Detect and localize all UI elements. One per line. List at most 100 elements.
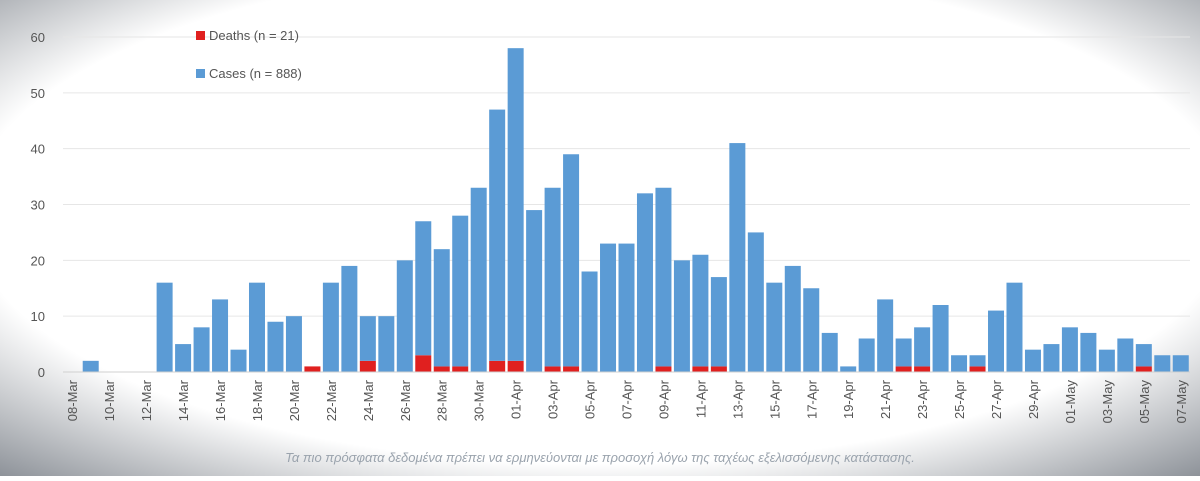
- bar-segment: [840, 366, 857, 372]
- bar-segment: [692, 254, 709, 367]
- bar-segment: [341, 265, 358, 372]
- y-tick-label: 30: [31, 198, 45, 213]
- x-tick-label: 03-Apr: [546, 379, 561, 419]
- bar-segment: [655, 366, 672, 372]
- bar-segment: [821, 332, 838, 372]
- bar-segment: [415, 355, 432, 372]
- x-tick-label: 01-Apr: [509, 379, 524, 419]
- bar-segment: [193, 327, 210, 372]
- bar-segment: [322, 282, 339, 372]
- x-tick-label: 26-Mar: [398, 379, 413, 421]
- bar-segment: [581, 271, 598, 372]
- x-tick-label: 08-Mar: [65, 379, 80, 421]
- x-tick-label: 29-Apr: [1026, 379, 1041, 419]
- bar-segment: [1024, 349, 1041, 372]
- bar-segment: [489, 360, 506, 372]
- x-tick-label: 05-May: [1137, 380, 1152, 424]
- bar-segment: [673, 260, 690, 372]
- x-tick-label: 16-Mar: [213, 379, 228, 421]
- caption: Τα πιο πρόσφατα δεδομένα πρέπει να ερμην…: [285, 450, 915, 465]
- x-tick-label: 21-Apr: [878, 379, 893, 419]
- x-tick-label: 30-Mar: [472, 379, 487, 421]
- y-tick-label: 20: [31, 253, 45, 268]
- x-tick-label: 20-Mar: [287, 379, 302, 421]
- bar-segment: [1043, 344, 1060, 372]
- bar-segment: [1080, 332, 1097, 372]
- bar-segment: [544, 366, 561, 372]
- bar-segment: [858, 338, 875, 372]
- bar-segment: [1135, 344, 1152, 367]
- legend-label: Cases (n = 888): [209, 66, 302, 81]
- bar-segment: [433, 366, 450, 372]
- legend-label: Deaths (n = 21): [209, 28, 299, 43]
- bar-segment: [452, 215, 469, 367]
- bar-segment: [415, 221, 432, 356]
- bar-segment: [1172, 355, 1189, 372]
- x-tick-label: 07-May: [1174, 380, 1189, 424]
- x-tick-label: 27-Apr: [989, 379, 1004, 419]
- bar-segment: [600, 243, 617, 372]
- bar-segment: [803, 288, 820, 372]
- bar-segment: [563, 366, 580, 372]
- bar-segment: [563, 154, 580, 367]
- bar-segment: [526, 210, 543, 372]
- legend-swatch: [196, 31, 205, 40]
- bar-segment: [895, 366, 912, 372]
- bar-segment: [156, 282, 173, 372]
- bar-segment: [655, 187, 672, 367]
- bar-segment: [396, 260, 413, 372]
- bar-segment: [1006, 282, 1023, 372]
- x-tick-label: 19-Apr: [841, 379, 856, 419]
- x-tick-label: 17-Apr: [804, 379, 819, 419]
- x-tick-label: 23-Apr: [915, 379, 930, 419]
- y-tick-label: 50: [31, 86, 45, 101]
- bar-segment: [359, 316, 376, 361]
- bar-segment: [710, 366, 727, 372]
- legend-swatch: [196, 69, 205, 78]
- bar-segment: [914, 327, 931, 367]
- bar-segment: [969, 366, 986, 372]
- bar-segment: [932, 305, 949, 372]
- x-tick-label: 11-Apr: [693, 379, 708, 418]
- bar-segment: [951, 355, 968, 372]
- bar-segment: [895, 338, 912, 367]
- y-tick-label: 0: [38, 365, 45, 380]
- bar-segment: [433, 249, 450, 367]
- bar-segment: [304, 366, 321, 372]
- x-tick-label: 03-May: [1100, 380, 1115, 424]
- y-tick-label: 10: [31, 309, 45, 324]
- bar-segment: [452, 366, 469, 372]
- bar-segment: [636, 193, 653, 372]
- bar-segment: [1135, 366, 1152, 372]
- bar-segment: [988, 310, 1005, 372]
- bar-segment: [267, 321, 284, 372]
- bar-segment: [618, 243, 635, 372]
- bar-segment: [507, 48, 524, 361]
- bar-segment: [1117, 338, 1134, 372]
- bar-segment: [248, 282, 265, 372]
- bar-segment: [969, 355, 986, 367]
- x-tick-label: 28-Mar: [435, 379, 450, 421]
- y-tick-label: 40: [31, 142, 45, 157]
- x-tick-label: 09-Apr: [656, 379, 671, 419]
- bar-segment: [747, 232, 764, 372]
- x-tick-label: 22-Mar: [324, 379, 339, 421]
- bar-segment: [378, 316, 395, 372]
- x-tick-label: 05-Apr: [583, 379, 598, 419]
- x-tick-label: 01-May: [1063, 380, 1078, 424]
- bar-segment: [212, 299, 229, 372]
- x-tick-label: 24-Mar: [361, 379, 376, 421]
- x-tick-label: 10-Mar: [102, 379, 117, 421]
- bar-segment: [489, 109, 506, 361]
- bar-segment: [230, 349, 247, 372]
- bar-segment: [359, 360, 376, 372]
- bar-segment: [877, 299, 894, 372]
- bar-segment: [710, 277, 727, 367]
- bar-segment: [914, 366, 931, 372]
- x-tick-label: 25-Apr: [952, 379, 967, 419]
- x-tick-label: 12-Mar: [139, 379, 154, 421]
- x-tick-label: 07-Apr: [620, 379, 635, 419]
- x-tick-label: 13-Apr: [730, 379, 745, 419]
